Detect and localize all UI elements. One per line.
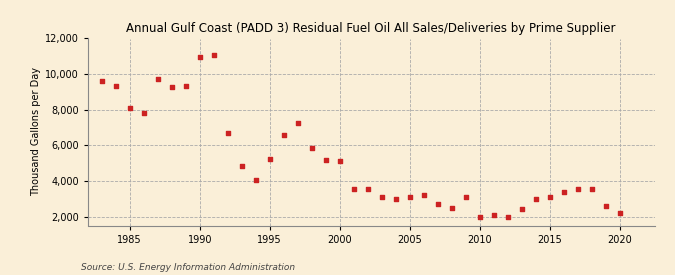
Point	[418, 193, 429, 197]
Point	[362, 187, 373, 191]
Point	[153, 76, 163, 81]
Point	[404, 195, 415, 199]
Point	[236, 164, 247, 168]
Point	[278, 133, 289, 137]
Text: Source: U.S. Energy Information Administration: Source: U.S. Energy Information Administ…	[81, 263, 295, 272]
Point	[572, 187, 583, 191]
Point	[558, 189, 569, 194]
Point	[446, 205, 457, 210]
Point	[306, 146, 317, 150]
Point	[292, 121, 303, 125]
Point	[209, 52, 219, 57]
Point	[348, 187, 359, 191]
Point	[587, 187, 597, 191]
Point	[433, 202, 443, 206]
Title: Annual Gulf Coast (PADD 3) Residual Fuel Oil All Sales/Deliveries by Prime Suppl: Annual Gulf Coast (PADD 3) Residual Fuel…	[126, 21, 616, 35]
Point	[194, 55, 205, 59]
Point	[222, 131, 233, 135]
Point	[250, 178, 261, 182]
Point	[180, 84, 191, 88]
Point	[531, 197, 541, 201]
Point	[124, 106, 135, 110]
Point	[377, 195, 387, 199]
Point	[488, 213, 499, 217]
Point	[614, 211, 625, 215]
Point	[97, 79, 107, 83]
Point	[334, 159, 345, 164]
Point	[166, 84, 177, 89]
Point	[516, 206, 527, 211]
Point	[110, 84, 121, 88]
Point	[475, 215, 485, 220]
Point	[265, 156, 275, 161]
Point	[460, 195, 471, 199]
Point	[502, 215, 513, 220]
Point	[390, 197, 401, 201]
Point	[321, 158, 331, 163]
Point	[544, 195, 555, 199]
Point	[138, 111, 149, 116]
Y-axis label: Thousand Gallons per Day: Thousand Gallons per Day	[30, 67, 40, 197]
Point	[600, 204, 611, 208]
